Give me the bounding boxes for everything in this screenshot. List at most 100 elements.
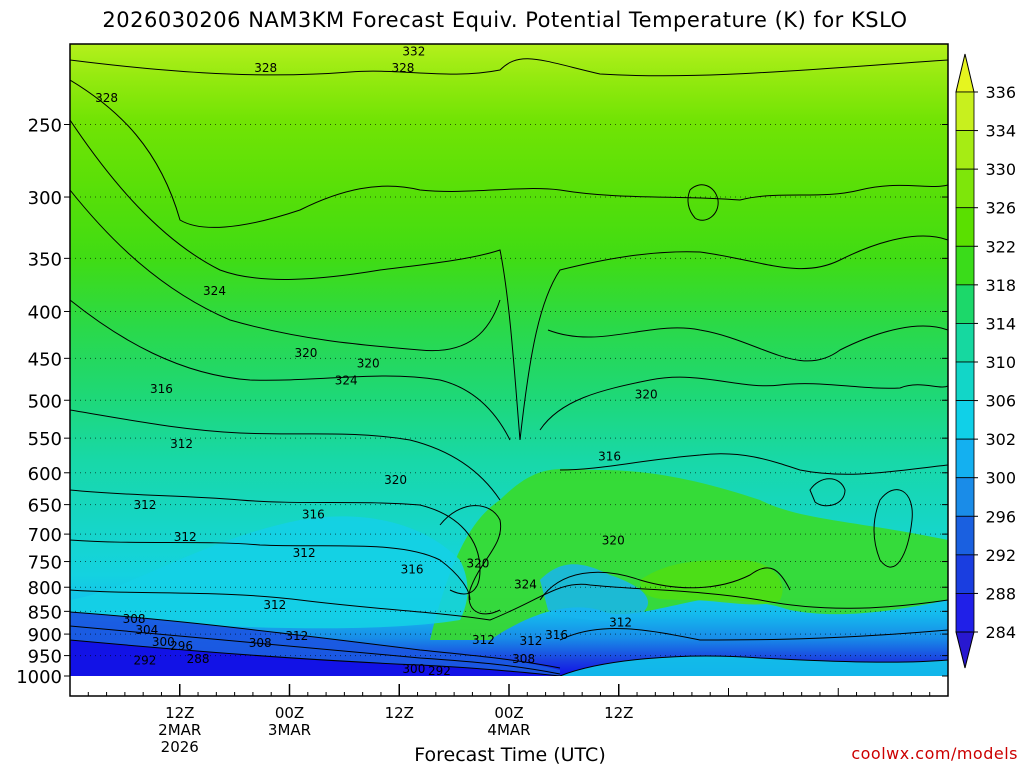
- contour-label: 328: [254, 61, 277, 75]
- contour-line: [539, 567, 791, 601]
- y-tick-label: 900: [28, 625, 62, 646]
- colorbar-swatch: [955, 400, 975, 440]
- contour-label: 292: [134, 654, 157, 668]
- contour-label: 320: [295, 346, 318, 360]
- contour-label: 312: [263, 598, 286, 612]
- y-tick-label: 450: [28, 349, 62, 370]
- contour-lines: [70, 58, 948, 676]
- contour-label: 288: [187, 652, 210, 666]
- contour-label: 324: [203, 284, 226, 298]
- contour-line: [687, 184, 719, 221]
- colorbar-swatch: [955, 515, 975, 556]
- contour-label: 292: [428, 664, 451, 678]
- contour-label: 316: [150, 382, 173, 396]
- contour-label: 300: [152, 635, 175, 649]
- contour-line: [70, 639, 561, 676]
- colorbar-swatch: [955, 323, 975, 363]
- colorbar-swatch: [955, 168, 975, 209]
- y-tick-label: 600: [28, 464, 62, 485]
- contour-label: 328: [391, 61, 414, 75]
- contour-label: 332: [402, 44, 425, 58]
- credit-link[interactable]: coolwx.com/models: [851, 744, 1018, 763]
- colorbar-label: 326: [985, 199, 1016, 218]
- colorbar-label: 330: [985, 160, 1016, 179]
- contour-label: 316: [302, 507, 325, 521]
- contour-label: 308: [512, 652, 535, 666]
- x-tick-label: 00Z: [494, 704, 523, 722]
- x-tick-label: 2026: [161, 738, 199, 756]
- colorbar-swatch: [955, 477, 975, 517]
- colorbar-swatch: [955, 207, 975, 247]
- contour-line: [70, 189, 948, 362]
- colorbar-label: 306: [985, 392, 1016, 411]
- contour-label: 304: [135, 623, 158, 637]
- contour-label: 312: [285, 629, 308, 643]
- contour-line: [809, 478, 846, 507]
- contour-label: 308: [123, 612, 146, 626]
- y-tick-label: 500: [28, 391, 62, 412]
- y-tick-label: 650: [28, 496, 62, 517]
- contour-label: 312: [293, 546, 316, 560]
- x-tick-label: 12Z: [385, 704, 414, 722]
- contour-label: 312: [519, 634, 542, 648]
- y-tick-label: 750: [28, 553, 62, 574]
- y-tick-label: 350: [28, 249, 62, 270]
- contour-label: 316: [401, 562, 424, 576]
- contour-label: 324: [335, 374, 358, 388]
- colorbar-label: 334: [985, 122, 1016, 141]
- x-tick-label: 2MAR: [158, 721, 201, 739]
- warm-pocket-mid: [640, 560, 783, 605]
- colorbar-label: 314: [985, 314, 1016, 333]
- cool-pocket-left: [70, 516, 468, 629]
- colorbar-swatch: [955, 554, 975, 594]
- colorbar-label: 284: [985, 623, 1016, 642]
- contour-line: [70, 611, 561, 669]
- y-tick-label: 950: [28, 647, 62, 668]
- colorbar-swatch: [955, 438, 975, 479]
- contour-label: 320: [357, 357, 380, 371]
- contour-label: 300: [402, 662, 425, 676]
- x-axis-label: Forecast Time (UTC): [414, 744, 606, 766]
- contour-label: 312: [174, 530, 197, 544]
- shallow-cool-right: [560, 656, 948, 676]
- y-tick-label: 300: [28, 188, 62, 209]
- colorbar-label: 296: [985, 507, 1016, 526]
- contour-line: [70, 299, 948, 441]
- y-tick-label: 250: [28, 116, 62, 137]
- contour-line: [559, 628, 948, 641]
- contour-label: 312: [134, 498, 157, 512]
- colorbar-label: 310: [985, 353, 1016, 372]
- coldest-band: [70, 640, 560, 676]
- x-tick-label: 12Z: [604, 704, 633, 722]
- contour-line: [70, 119, 948, 441]
- contour-line: [439, 505, 502, 615]
- contour-label: 312: [472, 633, 495, 647]
- colorbar-label: 322: [985, 237, 1016, 256]
- contour-label: 320: [602, 533, 625, 547]
- colorbar-swatch: [955, 91, 975, 131]
- y-tick-label: 400: [28, 302, 62, 323]
- contour-line: [70, 583, 948, 621]
- contour-label: 324: [514, 578, 537, 592]
- contour-line: [70, 58, 948, 77]
- contour-label: 312: [170, 437, 193, 451]
- contour-line: [70, 539, 471, 601]
- colorbar-swatch: [955, 130, 975, 170]
- y-tick-label: 1000: [16, 667, 62, 688]
- y-tick-label: 700: [28, 525, 62, 546]
- contour-label: 316: [598, 450, 621, 464]
- y-tick-label: 550: [28, 429, 62, 450]
- colorbar-top-arrow: [955, 53, 975, 93]
- contour-label: 320: [635, 388, 658, 402]
- x-tick-label: 12Z: [165, 704, 194, 722]
- contour-line: [873, 489, 913, 568]
- contour-label: 320: [466, 557, 489, 571]
- colorbar-label: 300: [985, 469, 1016, 488]
- contour-label: 312: [609, 615, 632, 629]
- contour-label: 308: [249, 636, 272, 650]
- x-tick-label: 3MAR: [268, 721, 311, 739]
- colorbar-swatch: [955, 361, 975, 401]
